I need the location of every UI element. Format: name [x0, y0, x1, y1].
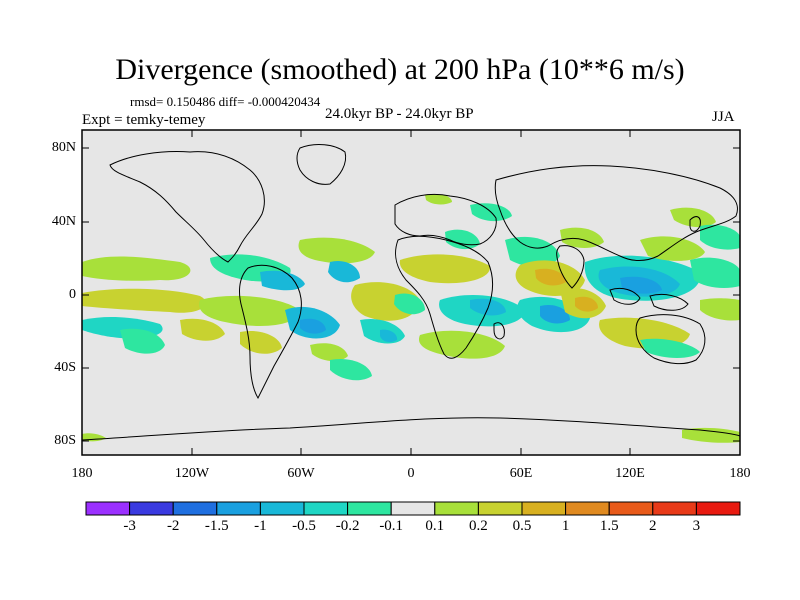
- figure-title: Divergence (smoothed) at 200 hPa (10**6 …: [115, 53, 685, 86]
- field-patch: [399, 254, 491, 284]
- colorbar-swatch: [216, 501, 261, 516]
- colorbar-label: -1.5: [204, 518, 229, 534]
- field-patch: [690, 257, 740, 288]
- coastline-asia: [494, 165, 738, 261]
- colorbar-label: 0.2: [469, 518, 488, 534]
- field-patch: [575, 296, 598, 312]
- field-patch: [240, 330, 282, 354]
- y-tick-label: 0: [69, 287, 76, 302]
- field-patch: [640, 338, 700, 358]
- x-tick-label: 0: [407, 466, 415, 481]
- field-patch: [425, 193, 452, 205]
- divergence-field: [82, 193, 740, 443]
- coastlines: [82, 144, 740, 441]
- colorbar-label: -3: [123, 518, 136, 534]
- colorbar-label: 3: [692, 518, 701, 534]
- field-patch: [535, 268, 566, 286]
- x-tick-label: 180: [729, 466, 751, 481]
- x-tick-label: 120W: [174, 466, 210, 481]
- colorbar-swatch: [259, 501, 305, 516]
- coastline-australia: [635, 314, 706, 365]
- coastline-south-america: [239, 264, 302, 400]
- period-label: 24.0kyr BP - 24.0kyr BP: [325, 106, 474, 122]
- colorbar-swatch: [608, 501, 654, 516]
- colorbar-swatch: [347, 501, 392, 516]
- colorbar-swatch: [303, 501, 349, 516]
- colorbar-swatch: [129, 501, 174, 516]
- field-patch: [560, 227, 604, 248]
- colorbar-label: -0.5: [292, 518, 316, 534]
- y-tick-label: 80N: [51, 140, 76, 155]
- field-patch: [505, 236, 560, 268]
- coastline-new-guinea: [649, 293, 689, 311]
- colorbar-label: -0.2: [335, 518, 360, 534]
- stats-text: rmsd= 0.150486 diff= -0.000420434: [130, 94, 321, 109]
- colorbar-swatch: [477, 501, 523, 516]
- colorbar-swatch: [521, 501, 567, 516]
- coastline-africa: [395, 235, 493, 359]
- field-patch: [120, 328, 165, 354]
- y-tick-label: 40S: [54, 360, 76, 375]
- experiment-label: Expt = temky-temey: [82, 112, 206, 128]
- colorbar-label: -0.1: [379, 518, 404, 534]
- field-patch: [700, 298, 740, 321]
- field-patch: [700, 224, 740, 250]
- coastline-antarctica: [82, 417, 740, 441]
- x-tick-label: 60E: [509, 466, 533, 481]
- y-tick-label: 40N: [51, 214, 76, 229]
- field-patch: [445, 229, 480, 250]
- coastline-madagascar: [493, 322, 505, 340]
- field-patch: [82, 288, 206, 313]
- coastline-borneo: [609, 287, 641, 305]
- field-patch: [298, 237, 375, 264]
- x-tick-marks: [81, 130, 741, 455]
- coastline-north-america: [109, 151, 265, 263]
- colorbar: [85, 501, 741, 516]
- colorbar-label: -1: [254, 518, 267, 534]
- field-patch: [640, 236, 705, 261]
- colorbar-label: 0.1: [425, 518, 445, 534]
- colorbar-swatch: [565, 501, 610, 516]
- x-tick-label: 60W: [287, 466, 315, 481]
- colorbar-swatch: [390, 501, 436, 516]
- field-patch: [330, 358, 372, 381]
- field-patch: [394, 293, 425, 315]
- field-patch: [300, 318, 326, 334]
- x-tick-label: 180: [71, 466, 93, 481]
- field-patch: [620, 276, 662, 294]
- field-patch: [82, 256, 191, 281]
- coastline-greenland: [296, 144, 347, 185]
- colorbar-swatch: [652, 501, 697, 516]
- field-patch: [418, 330, 505, 359]
- colorbar-swatch: [172, 501, 218, 516]
- y-tick-marks: [82, 147, 740, 442]
- season-label: JJA: [712, 109, 735, 125]
- colorbar-label: 1.5: [599, 518, 619, 534]
- colorbar-label: 2: [649, 518, 657, 534]
- colorbar-label: 1: [561, 518, 570, 534]
- coastline-india: [556, 245, 585, 289]
- colorbar-swatch: [85, 501, 131, 516]
- field-patch: [540, 304, 570, 324]
- colorbar-swatch: [434, 501, 479, 516]
- y-tick-label: 80S: [54, 433, 76, 448]
- colorbar-label: 0.5: [512, 518, 532, 534]
- field-patch: [682, 427, 740, 443]
- field-patch: [260, 270, 305, 291]
- field-patch: [380, 329, 398, 343]
- field-patch: [328, 260, 360, 283]
- coastline-japan: [689, 216, 701, 232]
- field-patch: [180, 318, 225, 341]
- field-patch: [199, 295, 300, 326]
- field-patch: [310, 343, 348, 362]
- x-tick-label: 120E: [615, 466, 645, 481]
- colorbar-swatch: [695, 501, 741, 516]
- colorbar-label: -2: [166, 518, 180, 534]
